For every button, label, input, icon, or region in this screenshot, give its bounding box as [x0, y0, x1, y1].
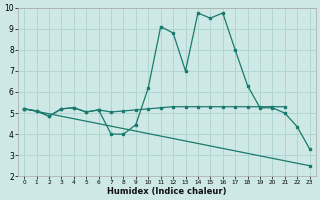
- X-axis label: Humidex (Indice chaleur): Humidex (Indice chaleur): [107, 187, 227, 196]
